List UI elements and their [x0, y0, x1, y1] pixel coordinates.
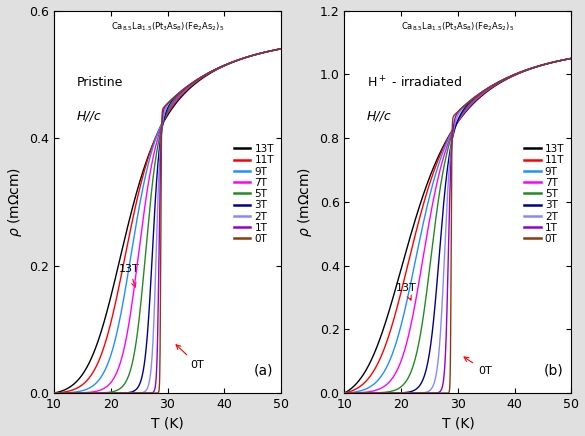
Y-axis label: $\rho$ (m$\Omega$cm): $\rho$ (m$\Omega$cm) — [296, 167, 314, 237]
Text: 13T: 13T — [395, 283, 416, 300]
Text: 13T: 13T — [119, 264, 140, 287]
Text: (a): (a) — [254, 364, 273, 378]
Text: 0T: 0T — [464, 357, 491, 376]
Text: Ca$_{8.5}$La$_{1.5}$(Pt$_3$As$_8$)(Fe$_2$As$_2$)$_5$: Ca$_{8.5}$La$_{1.5}$(Pt$_3$As$_8$)(Fe$_2… — [111, 20, 224, 33]
Text: Ca$_{8.5}$La$_{1.5}$(Pt$_3$As$_8$)(Fe$_2$As$_2$)$_5$: Ca$_{8.5}$La$_{1.5}$(Pt$_3$As$_8$)(Fe$_2… — [401, 20, 515, 33]
X-axis label: T (K): T (K) — [151, 416, 184, 430]
Text: H//c: H//c — [367, 110, 392, 123]
Text: H$^+$ - irradiated: H$^+$ - irradiated — [367, 75, 462, 91]
Text: (b): (b) — [544, 364, 564, 378]
Text: Pristine: Pristine — [77, 75, 123, 89]
Legend: 13T, 11T, 9T, 7T, 5T, 3T, 2T, 1T, 0T: 13T, 11T, 9T, 7T, 5T, 3T, 2T, 1T, 0T — [229, 140, 278, 249]
Text: H//c: H//c — [77, 110, 101, 123]
Legend: 13T, 11T, 9T, 7T, 5T, 3T, 2T, 1T, 0T: 13T, 11T, 9T, 7T, 5T, 3T, 2T, 1T, 0T — [520, 140, 569, 249]
Text: 0T: 0T — [176, 345, 204, 370]
X-axis label: T (K): T (K) — [442, 416, 474, 430]
Y-axis label: $\rho$ (m$\Omega$cm): $\rho$ (m$\Omega$cm) — [5, 167, 23, 237]
